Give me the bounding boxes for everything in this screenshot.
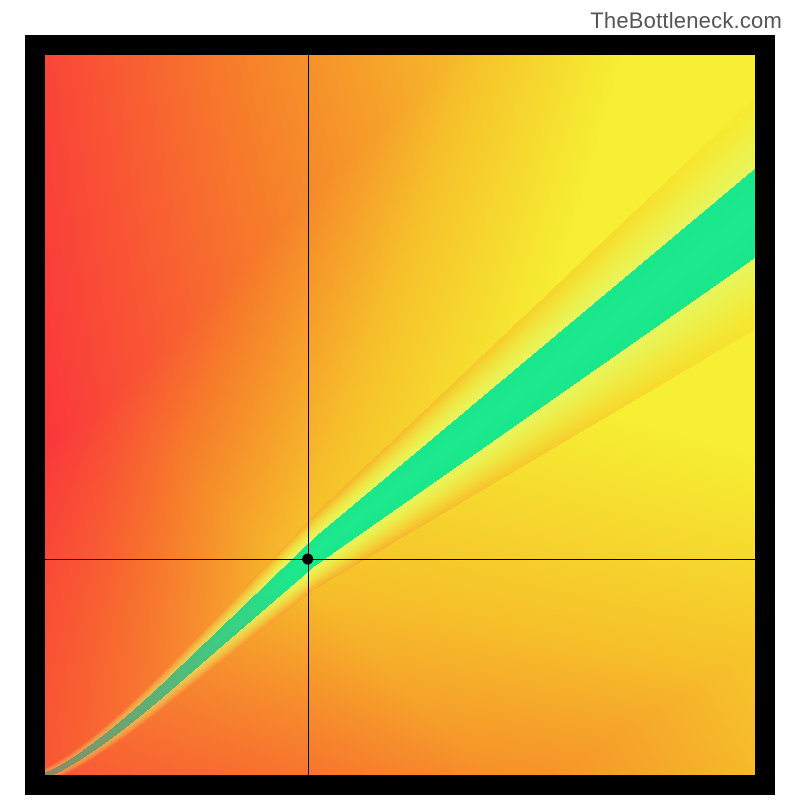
chart-stage: TheBottleneck.com: [0, 0, 800, 800]
watermark-text: TheBottleneck.com: [590, 8, 782, 34]
bottleneck-heatmap: [45, 55, 755, 775]
plot-outer-frame: [25, 35, 775, 795]
